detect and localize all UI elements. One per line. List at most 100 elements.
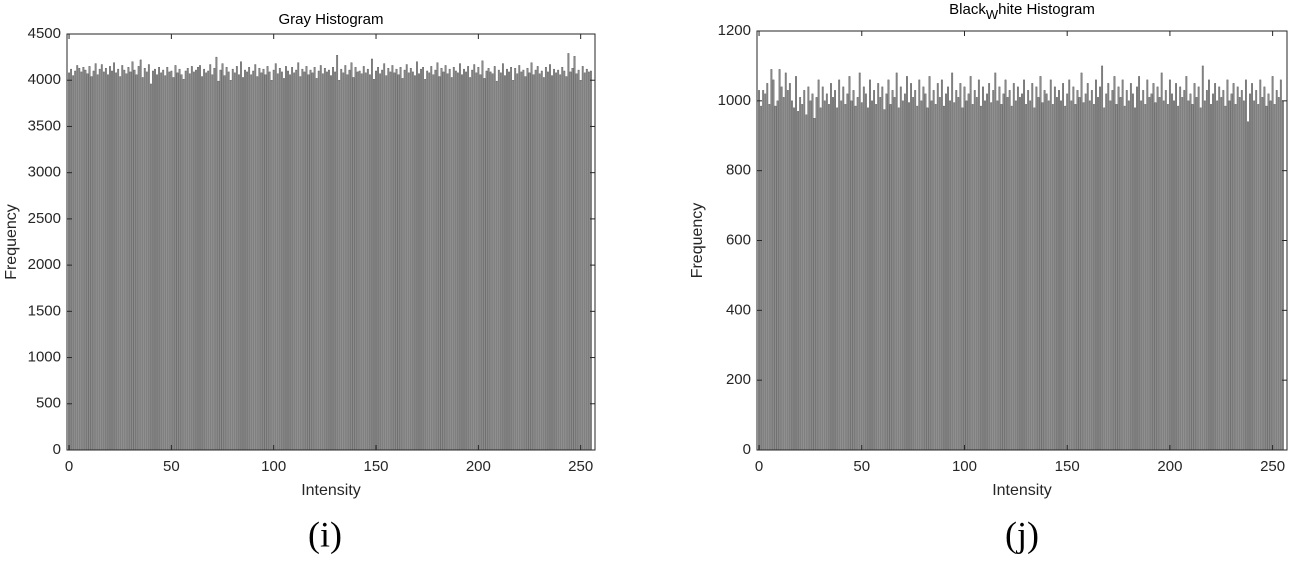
- bar: [111, 70, 113, 451]
- bar: [1261, 97, 1264, 451]
- y-tick-label: 4500: [28, 25, 61, 42]
- bar: [1070, 100, 1073, 451]
- bar: [1152, 83, 1155, 451]
- bar: [297, 62, 300, 451]
- bar: [1279, 79, 1282, 451]
- bar: [846, 93, 849, 451]
- bar: [971, 104, 974, 451]
- bar: [131, 61, 134, 451]
- y-tick-label: 200: [726, 371, 751, 388]
- bar: [219, 69, 222, 451]
- bar: [223, 75, 226, 451]
- bar: [456, 72, 459, 451]
- bar: [274, 63, 277, 451]
- bar: [1115, 104, 1118, 451]
- bar: [487, 68, 490, 451]
- bar: [589, 70, 592, 451]
- bar: [1010, 105, 1013, 451]
- bar: [323, 68, 326, 451]
- y-axis-label: Frequency: [3, 204, 20, 280]
- bar: [252, 70, 255, 451]
- bar: [988, 83, 991, 451]
- bar: [832, 97, 834, 451]
- bar: [555, 72, 558, 451]
- bar: [1210, 104, 1212, 451]
- bar: [1218, 86, 1221, 451]
- bar: [207, 70, 210, 451]
- bar: [1263, 86, 1266, 451]
- bar: [938, 97, 941, 451]
- bar: [92, 70, 95, 451]
- bar: [1051, 104, 1054, 451]
- bar: [926, 107, 929, 451]
- bar: [848, 76, 851, 451]
- bar: [1175, 83, 1177, 451]
- bar: [1257, 104, 1260, 451]
- bar: [444, 65, 447, 451]
- bar: [514, 68, 517, 451]
- bar: [1232, 83, 1235, 451]
- bar: [583, 72, 586, 451]
- bar: [422, 67, 425, 451]
- bar: [1168, 79, 1171, 451]
- bar: [430, 66, 433, 451]
- bar: [553, 68, 555, 451]
- bar: [1127, 100, 1130, 451]
- bar: [448, 68, 451, 451]
- bar: [121, 65, 124, 451]
- bar: [115, 72, 118, 451]
- bar: [842, 86, 845, 451]
- bar: [998, 86, 1001, 451]
- bar: [227, 71, 230, 451]
- bar: [1173, 100, 1175, 451]
- bar: [86, 73, 89, 451]
- bar: [1132, 93, 1134, 451]
- bar: [834, 90, 836, 451]
- bar: [139, 59, 142, 451]
- bar: [295, 69, 298, 451]
- bar: [782, 97, 785, 451]
- bar: [1179, 86, 1182, 451]
- bar: [1123, 105, 1126, 451]
- bar: [264, 74, 267, 451]
- x-tick-label: 250: [1260, 458, 1285, 475]
- bar: [1154, 102, 1157, 451]
- bar: [420, 68, 422, 451]
- bar: [354, 67, 357, 451]
- bar: [1224, 105, 1227, 451]
- bar: [1166, 104, 1169, 451]
- bar: [1090, 90, 1093, 451]
- bar: [959, 83, 962, 451]
- bar: [387, 68, 390, 451]
- x-tick-label: 0: [755, 458, 763, 475]
- bar: [945, 93, 947, 451]
- y-tick-label: 2500: [28, 210, 61, 227]
- bar: [530, 62, 533, 451]
- bar: [217, 80, 220, 451]
- bar: [973, 90, 976, 451]
- bar: [156, 74, 158, 451]
- bar: [1244, 79, 1247, 451]
- bar: [117, 68, 120, 451]
- bar: [454, 70, 457, 451]
- bar: [569, 71, 572, 451]
- bar: [807, 86, 810, 451]
- bar: [897, 107, 900, 451]
- bar: [481, 60, 484, 451]
- bar: [852, 90, 855, 451]
- bar: [1033, 107, 1036, 451]
- bar: [413, 75, 416, 451]
- bar: [211, 74, 214, 451]
- bar: [348, 69, 351, 451]
- bar: [949, 100, 952, 451]
- bar: [1249, 93, 1251, 451]
- bar: [317, 70, 320, 451]
- x-tick-label: 150: [364, 458, 389, 475]
- bar: [80, 71, 83, 451]
- bar: [864, 93, 867, 451]
- bar: [793, 107, 795, 451]
- bar: [772, 79, 775, 451]
- bar: [113, 62, 115, 451]
- bar: [373, 79, 375, 451]
- bar: [1144, 104, 1147, 451]
